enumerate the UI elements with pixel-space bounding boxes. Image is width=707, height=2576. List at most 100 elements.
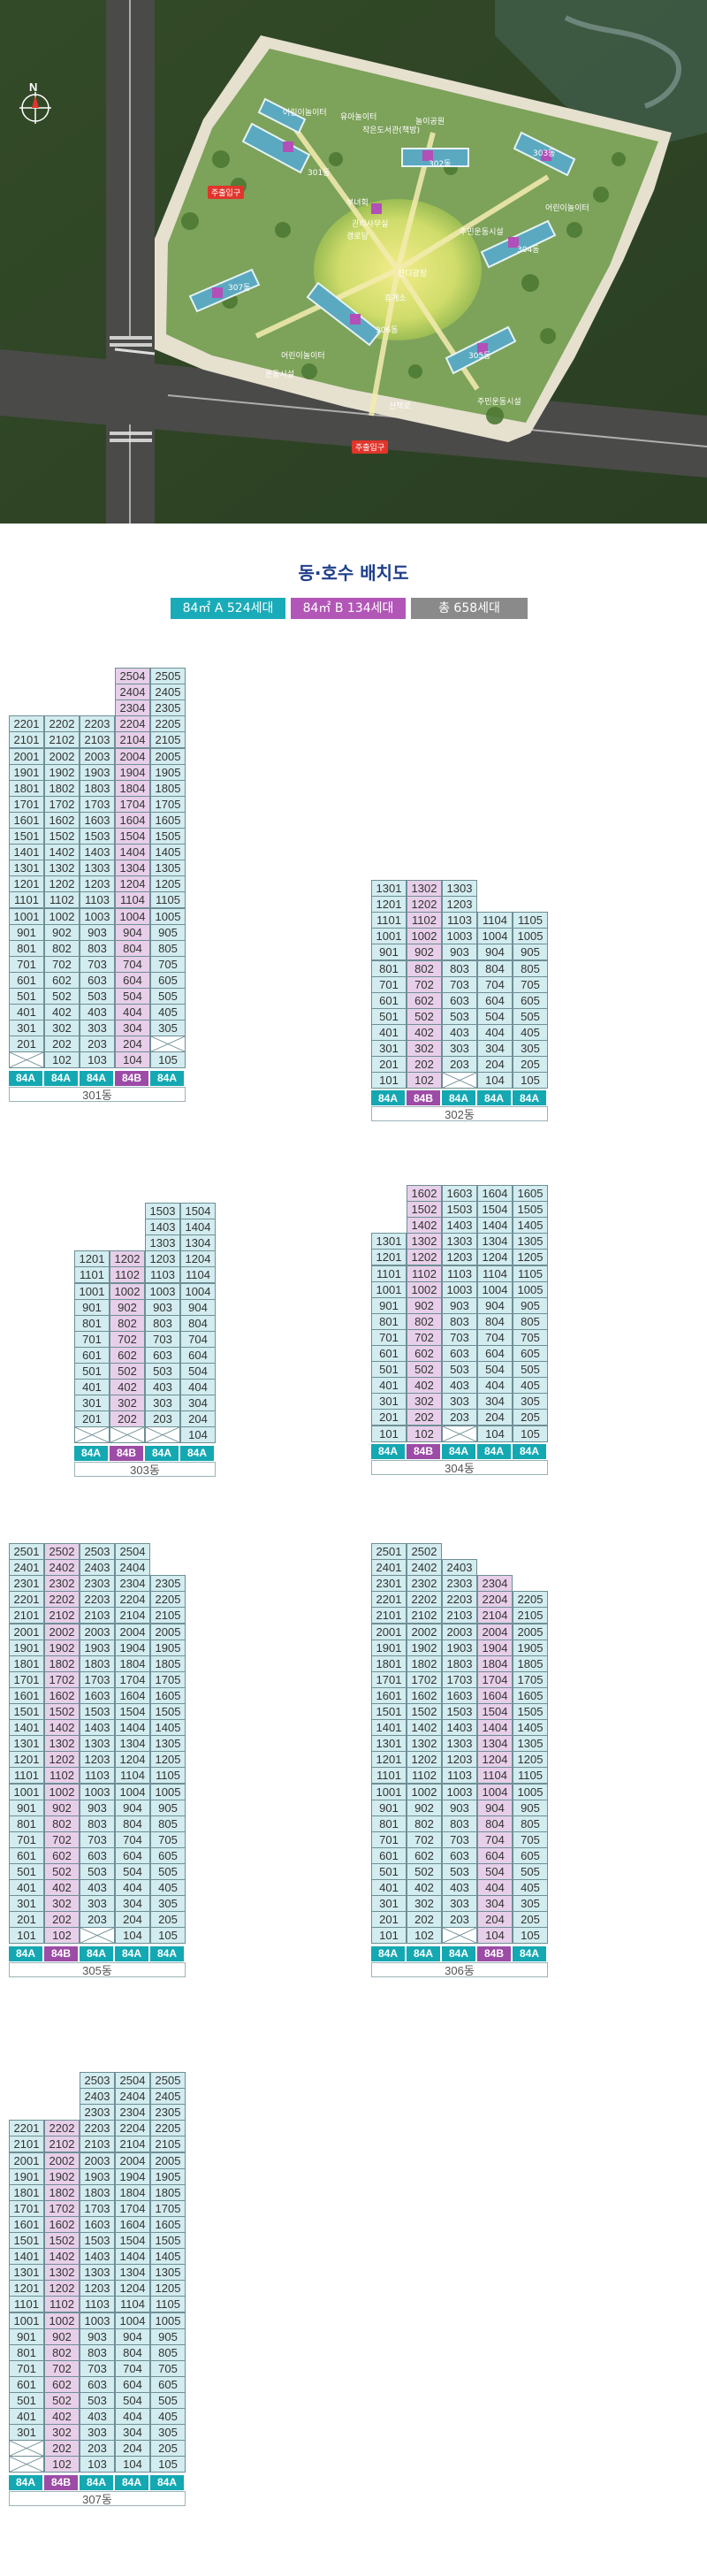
unit-cell: 2104 — [115, 1607, 150, 1624]
unit-cell: 1303 — [80, 1735, 115, 1753]
unit-cell: 2305 — [150, 1575, 186, 1593]
unit-cell: 1905 — [150, 1639, 186, 1656]
unit-cell: 601 — [9, 971, 44, 989]
unit-cell: 1405 — [150, 2248, 186, 2266]
unit-cell: 1103 — [442, 1767, 477, 1785]
unit-cell: 2403 — [80, 2088, 115, 2106]
unit-cell: 705 — [150, 2359, 186, 2377]
unit-cell: 2003 — [80, 2152, 115, 2169]
unit-cell: 2002 — [407, 1623, 442, 1640]
unit-cell: 2403 — [80, 1559, 115, 1577]
unit-cell: 1305 — [513, 1233, 548, 1250]
unit-cell: 2203 — [442, 1591, 477, 1609]
unit-cell: 1204 — [477, 1751, 513, 1769]
map-facility-label: 어린이놀이터 — [281, 352, 325, 361]
unit-cell: 2001 — [9, 2152, 44, 2169]
unit-cell: 603 — [80, 2375, 115, 2393]
unit-cell: 904 — [115, 923, 150, 941]
unit-cell: 303 — [80, 1895, 115, 1913]
unit-cell: 1505 — [150, 828, 186, 845]
unit-cell: 1403 — [145, 1219, 180, 1236]
unit-cell: 102 — [407, 1927, 442, 1945]
unit-cell: 1304 — [115, 2264, 150, 2282]
unit-cell: 1704 — [477, 1670, 513, 1688]
unit-cell: 201 — [9, 1911, 44, 1929]
unit-cell: 101 — [371, 1072, 407, 1089]
unit-cell: 302 — [407, 1040, 442, 1058]
unit-cell: 1402 — [407, 1719, 442, 1737]
unit-cell: 1404 — [477, 1719, 513, 1737]
unit-cell: 604 — [115, 1846, 150, 1864]
unit-cell: 1001 — [74, 1282, 110, 1300]
unit-cell: 1201 — [371, 896, 407, 913]
page-title: 동·호수 배치도 — [298, 562, 409, 584]
unit-cell: 605 — [150, 971, 186, 989]
unit-cell: 302 — [110, 1395, 145, 1412]
unit-cell: 1004 — [180, 1282, 216, 1300]
unit-cell: 2001 — [371, 1623, 407, 1640]
unit-cell: 1403 — [80, 844, 115, 861]
unit-cell: 904 — [477, 1799, 513, 1816]
unit-cell: 1202 — [44, 875, 80, 893]
unit-cell: 401 — [9, 1879, 44, 1897]
unit-type-label: 84A — [80, 1070, 115, 1086]
unit-cell: 1203 — [145, 1250, 180, 1268]
unit-cell: 903 — [145, 1298, 180, 1316]
unit-cell: 802 — [110, 1314, 145, 1332]
unit-cell: 1903 — [80, 763, 115, 781]
unit-cell: 602 — [407, 1345, 442, 1363]
unit-cell: 104 — [477, 1425, 513, 1442]
unit-cell: 904 — [115, 1799, 150, 1816]
unit-cell: 1405 — [150, 1719, 186, 1737]
building-name: 307동 — [9, 2490, 186, 2506]
unit-cell: 302 — [407, 1393, 442, 1410]
unit-cell: 904 — [477, 944, 513, 961]
unit-cell: 502 — [110, 1363, 145, 1380]
unit-type-label: 84B — [407, 1090, 442, 1106]
unit-cell: 1405 — [513, 1217, 548, 1234]
unit-cell: 201 — [371, 1911, 407, 1929]
unit-cell: 505 — [513, 1361, 548, 1379]
unit-cell: 1904 — [115, 2167, 150, 2185]
unit-cell: 1004 — [115, 1783, 150, 1800]
unit-cell: 504 — [180, 1363, 216, 1380]
map-building-label: 307동 — [228, 284, 251, 293]
unit-cell: 1301 — [371, 880, 407, 898]
unit-cell: 1602 — [407, 1185, 442, 1203]
unit-cell: 901 — [9, 923, 44, 941]
unit-cell: 2503 — [80, 2072, 115, 2090]
unit-cell: 1503 — [80, 1703, 115, 1721]
unit-cell: 2101 — [9, 731, 44, 749]
unit-cell: 1001 — [371, 1280, 407, 1298]
unit-cell: 1601 — [9, 1686, 44, 1704]
unit-cell: 903 — [442, 1799, 477, 1816]
unit-cell: 403 — [80, 2408, 115, 2426]
unit-cell: 1505 — [150, 2232, 186, 2250]
unit-cell: 1803 — [442, 1655, 477, 1672]
unit-cell: 1904 — [477, 1639, 513, 1656]
unit-cell: 1003 — [442, 928, 477, 945]
unit-cell: 701 — [9, 2359, 44, 2377]
unit-cell: 1401 — [9, 1719, 44, 1737]
unit-cell-empty — [9, 1051, 44, 1069]
unit-cell: 402 — [407, 1023, 442, 1041]
unit-cell: 1301 — [9, 1735, 44, 1753]
unit-cell: 902 — [407, 1296, 442, 1314]
unit-cell: 2503 — [80, 1543, 115, 1561]
unit-cell: 202 — [407, 1056, 442, 1074]
unit-cell: 1504 — [477, 1703, 513, 1721]
unit-cell-empty — [442, 1927, 477, 1945]
unit-cell: 2303 — [442, 1575, 477, 1593]
unit-cell: 2304 — [115, 1575, 150, 1593]
unit-cell: 2105 — [150, 731, 186, 749]
unit-cell: 905 — [513, 944, 548, 961]
unit-cell: 1005 — [513, 1280, 548, 1298]
unit-cell: 403 — [442, 1023, 477, 1041]
building-name: 305동 — [9, 1961, 186, 1977]
unit-cell: 1103 — [442, 1265, 477, 1282]
unit-type-label: 84A — [74, 1445, 110, 1461]
unit-cell: 105 — [513, 1927, 548, 1945]
unit-cell: 202 — [44, 1036, 80, 1053]
unit-cell: 2204 — [115, 2120, 150, 2137]
unit-cell: 1802 — [44, 1655, 80, 1672]
